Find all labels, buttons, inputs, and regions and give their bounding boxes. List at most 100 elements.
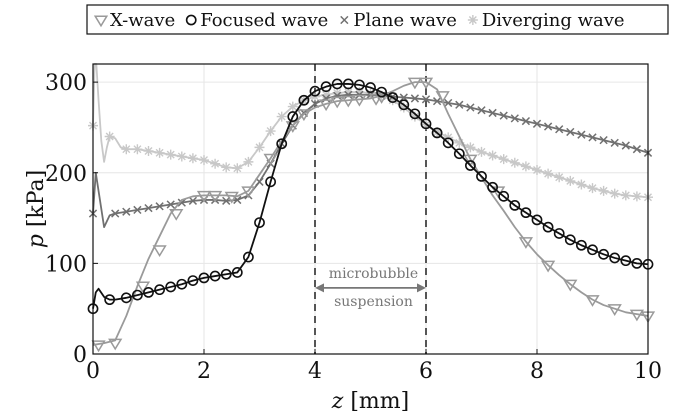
data-point	[418, 77, 434, 90]
data-point	[387, 95, 398, 106]
x-axis-variable: z	[331, 389, 344, 414]
data-point	[498, 154, 509, 165]
data-point	[398, 102, 409, 113]
data-point	[563, 279, 578, 292]
data-point	[231, 267, 243, 278]
data-point	[554, 172, 565, 183]
data-point	[431, 127, 443, 139]
annotation-label-top: microbubble	[329, 266, 418, 282]
data-point	[341, 95, 356, 108]
data-point	[310, 91, 320, 102]
data-point	[332, 88, 343, 98]
data-point	[188, 196, 198, 205]
data-point	[354, 87, 365, 98]
data-point	[276, 111, 287, 122]
data-point	[321, 94, 331, 103]
data-point	[463, 154, 478, 167]
data-point	[555, 125, 564, 134]
data-point	[521, 116, 531, 126]
data-point	[330, 96, 345, 109]
data-point	[509, 157, 520, 168]
data-point	[631, 191, 642, 202]
data-point	[399, 93, 408, 102]
data-point	[444, 98, 453, 108]
series-focused	[87, 78, 654, 315]
series-line	[92, 81, 649, 346]
data-point	[210, 158, 221, 169]
data-point	[532, 119, 542, 128]
data-point	[165, 281, 177, 293]
data-point	[487, 181, 498, 193]
data-point	[476, 170, 487, 182]
data-point	[588, 133, 597, 142]
data-point	[520, 207, 532, 219]
data-point	[443, 132, 454, 143]
data-point	[254, 142, 265, 153]
y-axis-label: p [kPa]	[24, 170, 49, 249]
x-tick-label: 2	[197, 359, 211, 384]
data-point	[321, 89, 332, 100]
data-point	[276, 138, 288, 150]
data-point	[553, 228, 565, 239]
data-point	[629, 309, 645, 322]
data-point	[340, 15, 349, 25]
legend-item-x_wave: X-wave	[93, 10, 175, 31]
data-point	[154, 284, 165, 296]
data-point	[199, 155, 209, 166]
data-point	[135, 281, 151, 294]
series-line	[92, 63, 649, 199]
data-point	[576, 239, 587, 251]
legend-item-plane: Plane wave	[340, 10, 457, 31]
data-point	[465, 142, 476, 153]
data-point	[577, 130, 586, 139]
data-point	[91, 340, 106, 353]
data-point	[587, 183, 598, 194]
data-point	[543, 122, 553, 131]
data-point	[165, 149, 176, 160]
legend-label: Diverging wave	[482, 10, 625, 31]
legend-box	[86, 4, 669, 35]
data-point	[518, 237, 534, 249]
x-tick-label: 4	[308, 359, 322, 384]
data-point	[254, 217, 265, 228]
data-point	[410, 94, 420, 103]
data-point	[265, 126, 276, 137]
data-point	[531, 214, 543, 226]
data-point	[442, 137, 454, 149]
data-point	[609, 188, 620, 199]
y-axis-unit: [kPa]	[24, 170, 49, 227]
y-tick-label: 300	[45, 71, 87, 96]
data-point	[224, 191, 239, 204]
data-point	[108, 338, 123, 351]
data-point	[455, 100, 464, 109]
data-point	[477, 106, 486, 115]
data-point	[155, 202, 164, 211]
data-point	[598, 248, 609, 260]
data-point	[318, 99, 334, 112]
data-point	[564, 234, 576, 246]
data-point	[187, 153, 198, 164]
x-tick-label: 10	[634, 359, 662, 384]
annotation-layer: microbubble suspension	[315, 266, 426, 310]
series-layer	[87, 63, 656, 353]
data-point	[207, 190, 223, 203]
data-point	[510, 114, 519, 123]
data-point	[352, 94, 367, 107]
data-point	[498, 190, 510, 202]
data-point	[298, 94, 310, 106]
legend-label: Focused wave	[200, 10, 328, 31]
data-point	[296, 109, 312, 122]
data-point	[287, 101, 298, 112]
data-point	[152, 245, 167, 258]
legend-label: Plane wave	[353, 10, 457, 31]
legend-item-focused: Focused wave	[185, 10, 328, 31]
data-point	[111, 209, 120, 218]
data-point	[587, 244, 598, 256]
data-point	[241, 186, 256, 199]
data-point	[631, 257, 643, 269]
data-point	[599, 135, 608, 145]
data-point	[242, 251, 254, 263]
data-point	[143, 146, 154, 156]
data-point	[133, 205, 142, 215]
data-point	[320, 81, 332, 93]
